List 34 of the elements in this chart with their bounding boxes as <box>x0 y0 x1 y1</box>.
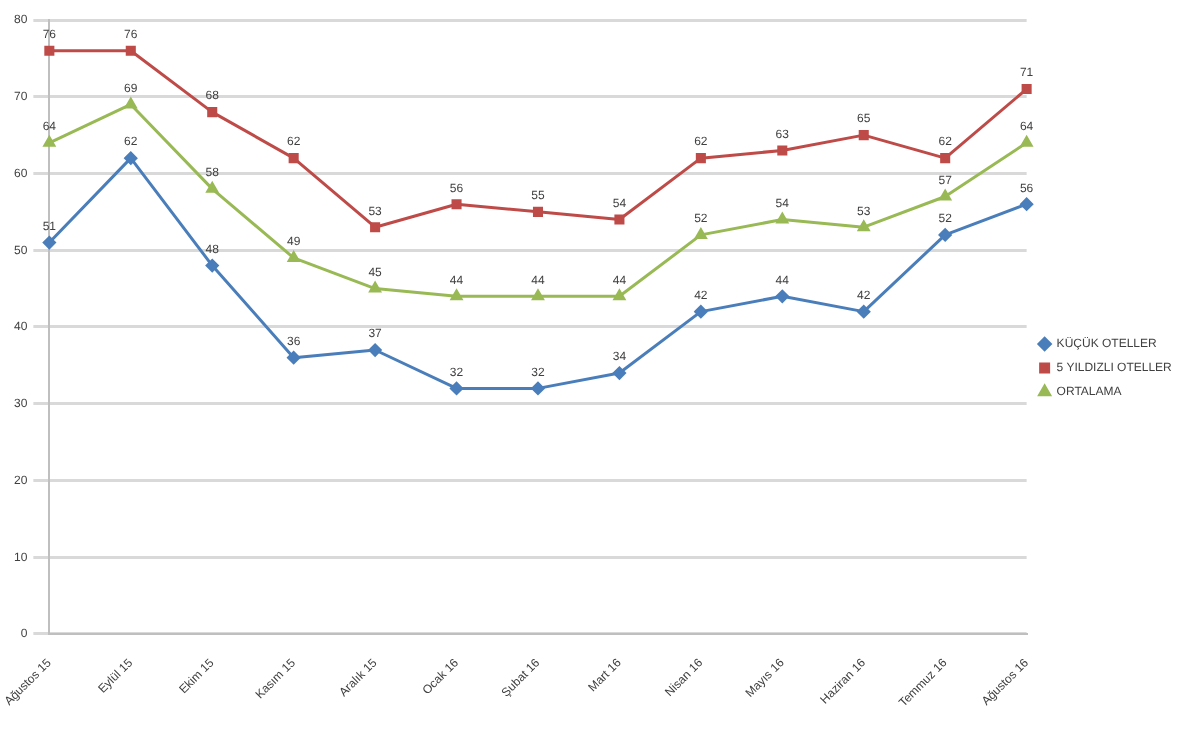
point <box>125 45 136 56</box>
point <box>695 153 706 164</box>
point <box>940 153 951 164</box>
point <box>370 222 381 233</box>
point <box>450 381 464 395</box>
point <box>1021 84 1032 95</box>
point <box>938 228 952 242</box>
point <box>205 259 219 273</box>
point <box>124 151 138 165</box>
point <box>775 289 789 303</box>
point <box>777 145 788 156</box>
point <box>1020 197 1034 211</box>
point <box>124 97 137 109</box>
point <box>42 236 56 250</box>
point <box>857 220 870 232</box>
point <box>857 305 871 319</box>
point <box>287 251 300 262</box>
point <box>858 130 869 141</box>
point <box>614 214 625 225</box>
point <box>207 107 218 118</box>
point <box>694 305 708 319</box>
point <box>612 366 626 380</box>
point <box>532 206 544 217</box>
point <box>531 381 545 395</box>
point <box>532 289 544 301</box>
point <box>368 343 382 357</box>
point <box>288 153 299 164</box>
point <box>450 289 463 301</box>
point <box>451 199 462 210</box>
point <box>43 136 56 147</box>
point <box>613 289 626 301</box>
point <box>44 45 55 56</box>
point <box>695 228 707 239</box>
point <box>287 351 301 365</box>
